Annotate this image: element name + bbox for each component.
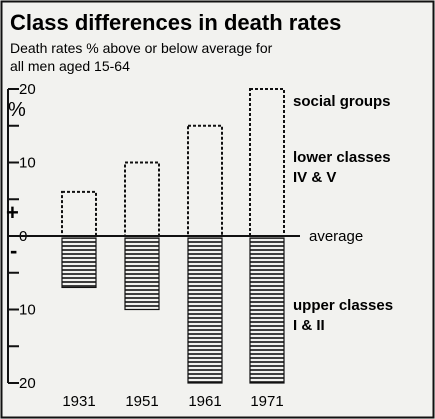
annotation-upper-classes-line1: upper classes <box>293 297 393 314</box>
bar-lower-classes-1971 <box>249 88 285 237</box>
y-tick-label: 10 <box>19 155 36 172</box>
y-tick-label: 20 <box>19 81 36 98</box>
x-tick-label: 1931 <box>62 393 95 410</box>
annotation-lower-classes-line1: lower classes <box>293 149 391 166</box>
bar-upper-classes-1961 <box>187 237 223 384</box>
bar-lower-classes-1961 <box>187 124 223 237</box>
bar-upper-classes-1931 <box>61 237 97 289</box>
annotation-average: average <box>309 228 363 245</box>
annotation-social-groups: social groups <box>293 93 391 110</box>
x-tick-label: 1961 <box>188 393 221 410</box>
bar-lower-classes-1951 <box>124 161 160 237</box>
y-tick-label: 10 <box>19 302 36 319</box>
chart-title: Class differences in death rates <box>10 10 341 35</box>
chart-subtitle-line1: Death rates % above or below average for <box>10 40 273 56</box>
bar-upper-classes-1971 <box>249 237 285 384</box>
y-tick-label: 20 <box>19 375 36 392</box>
x-tick-label: 1971 <box>250 393 283 410</box>
chart-subtitle-line2: all men aged 15-64 <box>10 58 130 74</box>
plus-sign: + <box>6 200 19 225</box>
bar-lower-classes-1931 <box>61 190 97 237</box>
minus-sign: - <box>10 238 17 263</box>
annotation-lower-classes-line2: IV & V <box>293 169 336 186</box>
annotation-upper-classes-line2: I & II <box>293 317 325 334</box>
bar-upper-classes-1951 <box>124 237 160 311</box>
x-tick-label: 1951 <box>125 393 158 410</box>
y-unit-label: % <box>8 99 26 121</box>
